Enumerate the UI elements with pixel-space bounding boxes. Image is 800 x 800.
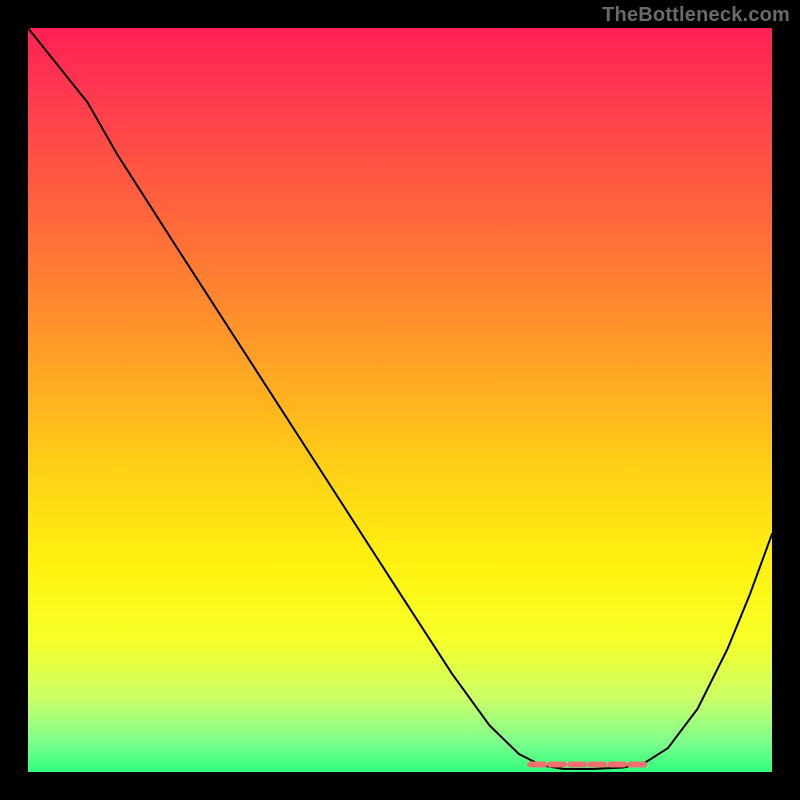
bottleneck-curve-chart bbox=[28, 28, 772, 772]
watermark-text: TheBottleneck.com bbox=[602, 4, 790, 27]
chart-container bbox=[28, 28, 772, 772]
chart-background bbox=[28, 28, 772, 772]
